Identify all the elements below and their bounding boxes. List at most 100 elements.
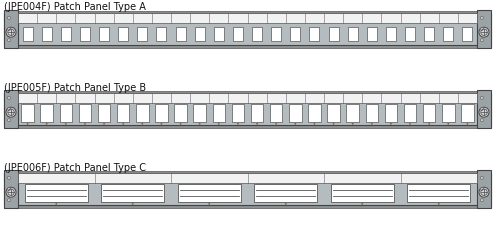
Circle shape — [7, 16, 10, 19]
Circle shape — [55, 203, 57, 205]
Circle shape — [218, 123, 220, 125]
Circle shape — [428, 123, 430, 125]
Bar — [18, 173, 477, 183]
Bar — [271, 27, 281, 41]
Bar — [442, 104, 454, 122]
Bar — [4, 93, 491, 125]
Bar — [366, 104, 378, 122]
Bar — [407, 184, 470, 202]
Bar — [251, 104, 263, 122]
Circle shape — [295, 123, 296, 125]
Bar — [25, 184, 88, 202]
Bar — [477, 90, 491, 128]
Bar — [4, 91, 491, 93]
Circle shape — [313, 123, 315, 125]
Bar — [329, 27, 339, 41]
Circle shape — [7, 187, 10, 191]
Bar — [21, 104, 34, 122]
Bar — [444, 27, 453, 41]
Bar — [331, 184, 394, 202]
Bar — [194, 104, 206, 122]
Circle shape — [132, 203, 134, 205]
Bar — [385, 104, 397, 122]
Bar — [212, 104, 225, 122]
Bar — [327, 104, 340, 122]
Bar — [79, 104, 91, 122]
Text: (JPE004F) Patch Panel Type A: (JPE004F) Patch Panel Type A — [4, 2, 146, 12]
Bar — [4, 205, 491, 207]
Circle shape — [479, 187, 489, 197]
Bar — [346, 104, 359, 122]
Circle shape — [481, 96, 484, 99]
Bar — [18, 13, 477, 23]
Circle shape — [481, 28, 484, 30]
Circle shape — [7, 176, 10, 179]
Circle shape — [46, 123, 48, 125]
Circle shape — [199, 123, 200, 125]
Circle shape — [7, 96, 10, 99]
Bar — [117, 104, 129, 122]
Circle shape — [481, 187, 484, 191]
Circle shape — [7, 119, 10, 122]
Bar — [289, 104, 301, 122]
Circle shape — [333, 123, 335, 125]
Circle shape — [479, 27, 489, 37]
Bar — [4, 10, 491, 13]
Bar — [137, 27, 148, 41]
Circle shape — [256, 123, 258, 125]
Circle shape — [7, 199, 10, 202]
Bar — [254, 184, 317, 202]
Bar — [195, 27, 204, 41]
Bar — [232, 104, 244, 122]
Bar — [42, 27, 51, 41]
Circle shape — [180, 123, 182, 125]
Bar — [291, 27, 300, 41]
Bar — [423, 104, 436, 122]
Circle shape — [275, 123, 277, 125]
Bar — [101, 184, 164, 202]
Circle shape — [7, 28, 10, 30]
Bar — [214, 27, 224, 41]
Circle shape — [447, 123, 449, 125]
Circle shape — [481, 119, 484, 122]
Bar — [4, 173, 491, 205]
Bar — [4, 125, 491, 128]
Circle shape — [352, 123, 353, 125]
Bar — [477, 10, 491, 48]
Circle shape — [481, 16, 484, 19]
Bar — [136, 104, 148, 122]
Bar — [367, 27, 377, 41]
Bar — [156, 27, 166, 41]
Circle shape — [285, 203, 287, 205]
Circle shape — [103, 123, 105, 125]
Bar — [118, 27, 128, 41]
Bar — [41, 104, 53, 122]
Bar — [4, 171, 491, 173]
Circle shape — [84, 123, 86, 125]
Bar — [80, 27, 90, 41]
Circle shape — [438, 203, 440, 205]
Circle shape — [6, 27, 16, 37]
Circle shape — [122, 123, 124, 125]
Bar — [18, 93, 477, 102]
Bar — [4, 170, 18, 208]
Bar — [176, 27, 186, 41]
Circle shape — [481, 39, 484, 42]
Circle shape — [479, 107, 489, 117]
Circle shape — [7, 108, 10, 111]
Circle shape — [481, 199, 484, 202]
Bar — [405, 27, 415, 41]
Circle shape — [208, 203, 210, 205]
Text: (JPE005F) Patch Panel Type B: (JPE005F) Patch Panel Type B — [4, 83, 146, 93]
Bar — [386, 27, 396, 41]
Bar — [462, 27, 472, 41]
Bar — [4, 10, 18, 48]
Bar — [4, 45, 491, 48]
Bar — [461, 104, 474, 122]
Circle shape — [466, 123, 468, 125]
Bar — [309, 27, 319, 41]
Circle shape — [6, 187, 16, 197]
Bar — [178, 184, 241, 202]
Bar — [308, 104, 321, 122]
Bar — [174, 104, 187, 122]
